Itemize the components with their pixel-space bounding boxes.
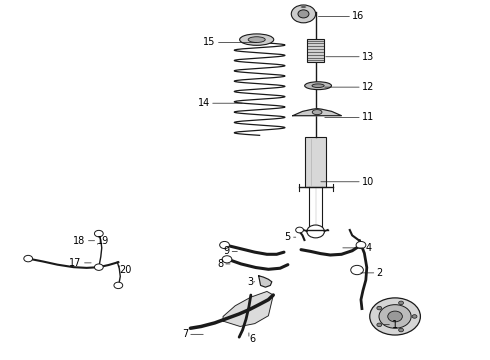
- Polygon shape: [259, 276, 272, 287]
- Text: 4: 4: [366, 243, 372, 253]
- Polygon shape: [223, 292, 273, 327]
- Circle shape: [222, 256, 232, 263]
- Polygon shape: [293, 109, 342, 116]
- Circle shape: [95, 230, 103, 237]
- Circle shape: [114, 282, 122, 289]
- Text: 3: 3: [247, 277, 254, 287]
- Ellipse shape: [312, 110, 322, 114]
- Circle shape: [388, 311, 402, 322]
- Circle shape: [307, 225, 324, 238]
- Text: 8: 8: [217, 259, 223, 269]
- Text: 17: 17: [70, 258, 82, 268]
- Ellipse shape: [312, 84, 324, 87]
- Circle shape: [291, 5, 316, 23]
- Text: 5: 5: [285, 232, 291, 242]
- Ellipse shape: [240, 34, 274, 45]
- Circle shape: [412, 315, 417, 318]
- Circle shape: [370, 298, 420, 335]
- Circle shape: [377, 306, 382, 310]
- Text: 2: 2: [376, 268, 383, 278]
- Circle shape: [356, 242, 366, 249]
- Text: 7: 7: [182, 329, 188, 339]
- Circle shape: [399, 328, 404, 332]
- Text: 9: 9: [223, 247, 229, 256]
- Bar: [307, 39, 324, 62]
- Circle shape: [298, 10, 309, 18]
- Text: 19: 19: [98, 236, 110, 246]
- Circle shape: [399, 301, 404, 305]
- Circle shape: [379, 305, 411, 328]
- Text: 16: 16: [352, 12, 365, 21]
- Text: 20: 20: [119, 265, 132, 275]
- Text: 1: 1: [392, 320, 398, 330]
- Circle shape: [351, 265, 364, 275]
- Bar: [305, 137, 326, 187]
- Circle shape: [377, 323, 382, 327]
- Ellipse shape: [248, 37, 265, 42]
- Text: 6: 6: [249, 334, 255, 344]
- Text: 10: 10: [362, 177, 374, 187]
- Circle shape: [295, 227, 303, 233]
- Text: 14: 14: [197, 98, 210, 108]
- Text: 11: 11: [362, 112, 374, 122]
- Text: 18: 18: [74, 236, 86, 246]
- Ellipse shape: [305, 82, 331, 90]
- Circle shape: [95, 264, 103, 270]
- Text: 13: 13: [362, 52, 374, 62]
- Text: 12: 12: [362, 82, 374, 92]
- Circle shape: [24, 255, 32, 262]
- Circle shape: [220, 242, 229, 249]
- Text: 15: 15: [203, 37, 216, 48]
